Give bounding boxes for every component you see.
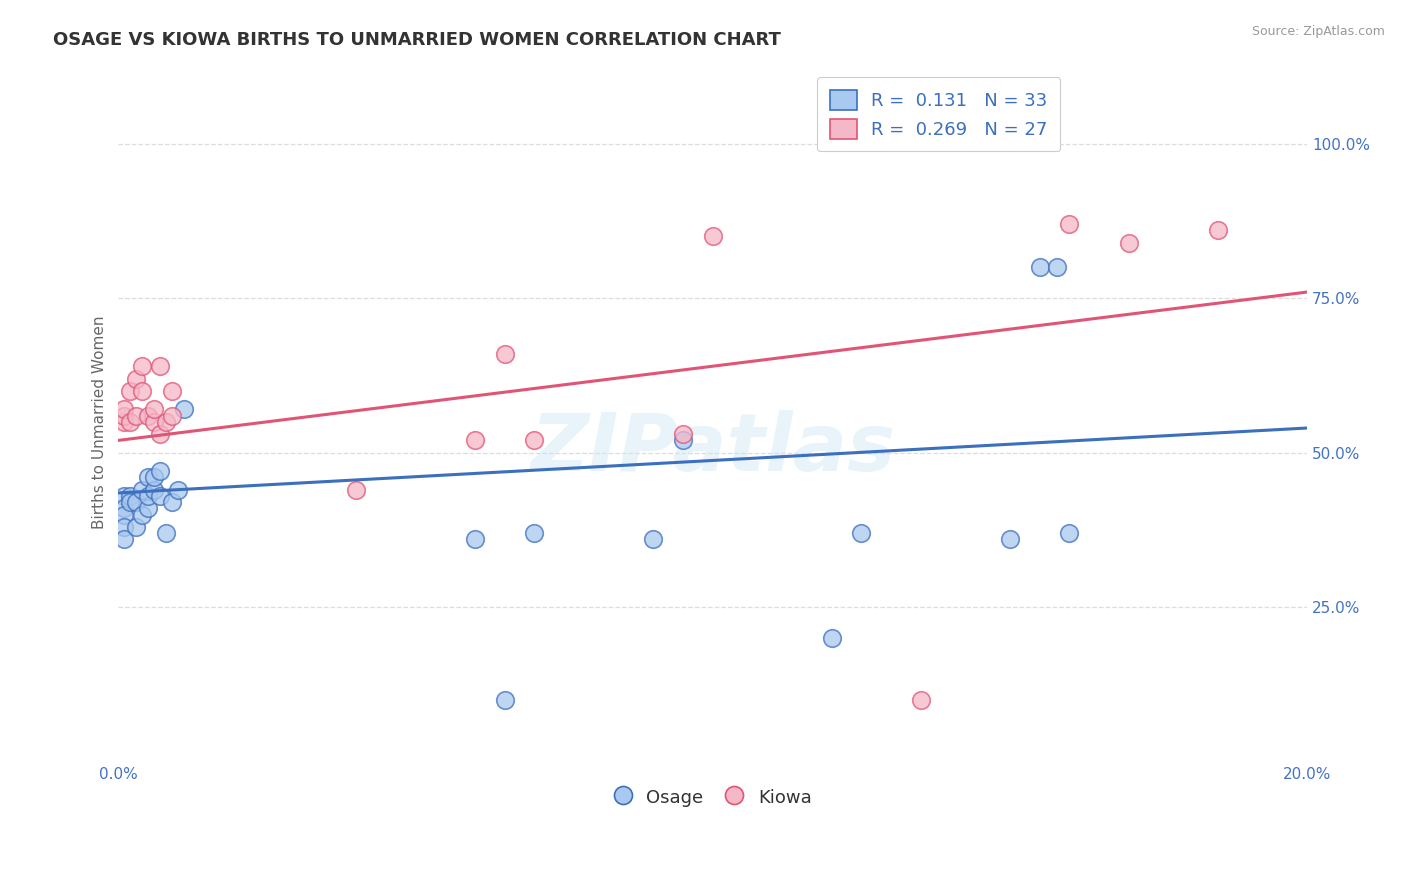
- Text: Source: ZipAtlas.com: Source: ZipAtlas.com: [1251, 25, 1385, 38]
- Point: [112, 402, 135, 417]
- Point: [149, 359, 172, 374]
- Point: [120, 489, 142, 503]
- Point: [131, 483, 153, 497]
- Point: [120, 415, 142, 429]
- Text: OSAGE VS KIOWA BIRTHS TO UNMARRIED WOMEN CORRELATION CHART: OSAGE VS KIOWA BIRTHS TO UNMARRIED WOMEN…: [53, 31, 782, 49]
- Point: [1206, 223, 1229, 237]
- Point: [643, 533, 665, 547]
- Point: [1118, 235, 1140, 250]
- Point: [155, 415, 177, 429]
- Point: [125, 371, 148, 385]
- Point: [143, 415, 166, 429]
- Point: [523, 526, 546, 541]
- Point: [136, 470, 159, 484]
- Point: [131, 359, 153, 374]
- Point: [136, 501, 159, 516]
- Point: [851, 526, 873, 541]
- Point: [1059, 217, 1081, 231]
- Point: [167, 483, 190, 497]
- Point: [155, 526, 177, 541]
- Point: [125, 495, 148, 509]
- Point: [112, 508, 135, 522]
- Point: [136, 489, 159, 503]
- Point: [672, 427, 695, 442]
- Point: [120, 384, 142, 398]
- Point: [143, 470, 166, 484]
- Point: [143, 402, 166, 417]
- Point: [112, 501, 135, 516]
- Point: [112, 409, 135, 423]
- Point: [160, 495, 183, 509]
- Point: [820, 631, 842, 645]
- Text: ZIPatlas: ZIPatlas: [530, 410, 896, 488]
- Point: [464, 434, 486, 448]
- Point: [1059, 526, 1081, 541]
- Point: [494, 347, 516, 361]
- Y-axis label: Births to Unmarried Women: Births to Unmarried Women: [93, 315, 107, 529]
- Point: [149, 464, 172, 478]
- Point: [998, 533, 1021, 547]
- Point: [494, 693, 516, 707]
- Point: [1046, 260, 1069, 275]
- Point: [112, 415, 135, 429]
- Point: [910, 693, 932, 707]
- Point: [1028, 260, 1050, 275]
- Point: [120, 495, 142, 509]
- Point: [149, 427, 172, 442]
- Point: [131, 508, 153, 522]
- Point: [344, 483, 367, 497]
- Legend: Osage, Kiowa: Osage, Kiowa: [607, 780, 818, 814]
- Point: [125, 409, 148, 423]
- Point: [143, 483, 166, 497]
- Point: [160, 409, 183, 423]
- Point: [672, 434, 695, 448]
- Point: [112, 533, 135, 547]
- Point: [131, 384, 153, 398]
- Point: [112, 489, 135, 503]
- Point: [702, 229, 724, 244]
- Point: [149, 489, 172, 503]
- Point: [160, 384, 183, 398]
- Point: [136, 409, 159, 423]
- Point: [112, 520, 135, 534]
- Point: [464, 533, 486, 547]
- Point: [173, 402, 195, 417]
- Point: [523, 434, 546, 448]
- Point: [125, 520, 148, 534]
